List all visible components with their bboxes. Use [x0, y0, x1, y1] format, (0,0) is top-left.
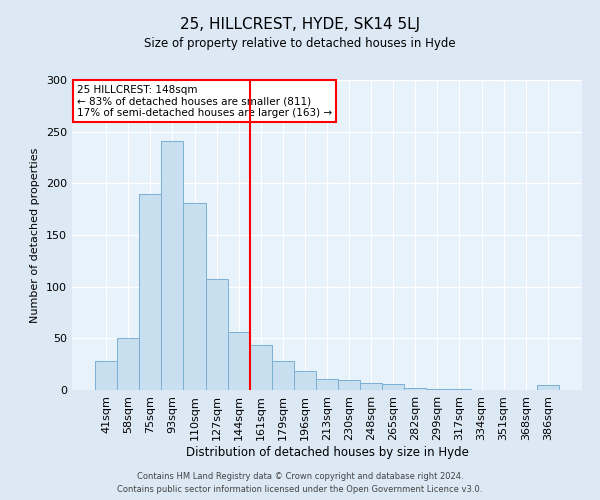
Text: Contains public sector information licensed under the Open Government Licence v3: Contains public sector information licen… [118, 485, 482, 494]
Text: 25, HILLCREST, HYDE, SK14 5LJ: 25, HILLCREST, HYDE, SK14 5LJ [180, 18, 420, 32]
Bar [117, 338, 139, 390]
Bar [360, 383, 382, 390]
Y-axis label: Number of detached properties: Number of detached properties [31, 148, 40, 322]
Bar [272, 361, 294, 390]
Bar [316, 378, 338, 390]
Bar [537, 385, 559, 390]
Bar [427, 389, 448, 390]
Bar [294, 372, 316, 390]
Bar [161, 141, 184, 390]
Bar [95, 361, 117, 390]
Text: Size of property relative to detached houses in Hyde: Size of property relative to detached ho… [144, 38, 456, 51]
Bar [227, 332, 250, 390]
Bar [338, 380, 360, 390]
Bar [404, 388, 427, 390]
Bar [250, 344, 272, 390]
Bar [184, 203, 206, 390]
Text: Contains HM Land Registry data © Crown copyright and database right 2024.: Contains HM Land Registry data © Crown c… [137, 472, 463, 481]
Bar [139, 194, 161, 390]
X-axis label: Distribution of detached houses by size in Hyde: Distribution of detached houses by size … [185, 446, 469, 458]
Bar [206, 280, 227, 390]
Bar [382, 384, 404, 390]
Bar [448, 389, 470, 390]
Text: 25 HILLCREST: 148sqm
← 83% of detached houses are smaller (811)
17% of semi-deta: 25 HILLCREST: 148sqm ← 83% of detached h… [77, 84, 332, 118]
